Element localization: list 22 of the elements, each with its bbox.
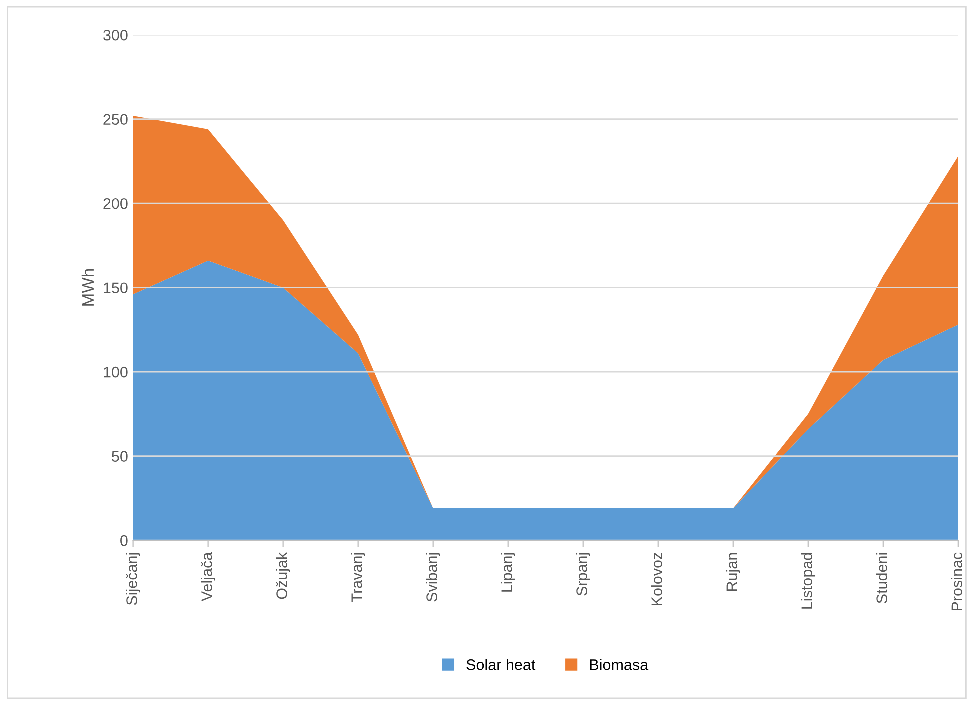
y-tick-label: 300 [104,30,128,41]
legend-label: Solar heat [466,659,536,670]
x-tick-label: Lipanj [501,553,516,592]
x-tick-label: Travanj [351,553,366,602]
y-tick-label: 150 [104,282,128,294]
y-tick-label: 0 [120,535,128,546]
x-tick-label: Kolovoz [651,553,662,606]
x-tick-label: Veljača [201,552,216,602]
legend-label: Biomasa [590,659,649,670]
x-tick-label: Rujan [726,553,740,592]
x-tick-label: Ožujak [276,552,290,600]
y-tick-label: 200 [104,198,128,210]
x-tick-label: Srpanj [576,553,590,596]
x-tick-label: Siječanj [126,553,140,606]
x-tick-label: Prosinac [951,552,963,611]
y-tick-label: 50 [112,451,128,462]
x-tick-label: Svibanj [426,553,440,602]
y-tick-label: 100 [104,366,128,378]
y-tick-label: 250 [104,114,128,126]
x-tick-label: Studeni [876,553,888,604]
x-tick-label: Listopad [801,553,816,609]
y-axis-title: MWh [82,269,94,306]
